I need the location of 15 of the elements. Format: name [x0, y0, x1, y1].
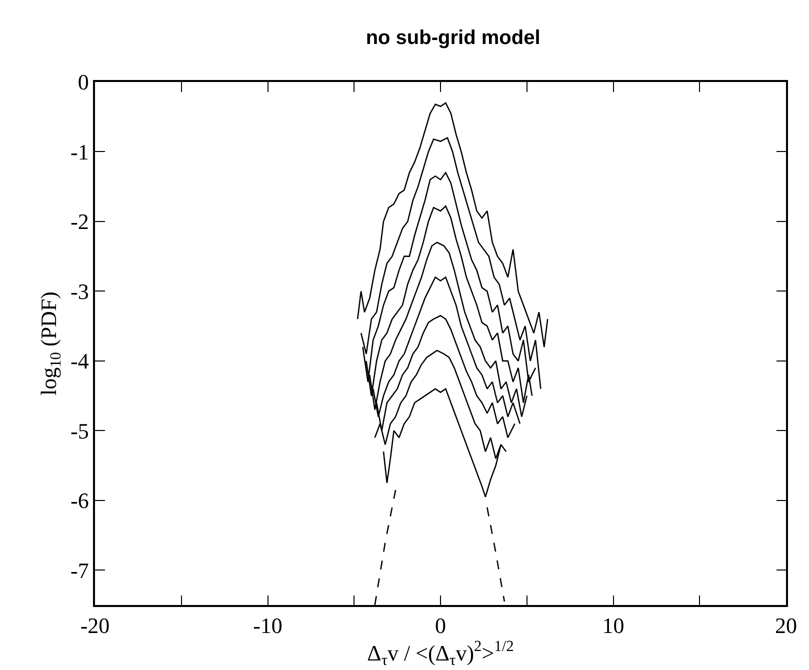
x-tick-label: -10	[253, 613, 282, 638]
y-tick-label: -5	[70, 418, 89, 444]
y-tick-label: -1	[70, 139, 89, 164]
y-tick-label: -2	[70, 209, 89, 234]
x-tick-label: -20	[80, 613, 110, 638]
x-axis-title: Δ$_{τ}$v / <(Δ$_{τ}$v)$^{2}$>$^{1/2}$	[367, 638, 514, 670]
y-tick-label: -3	[70, 278, 89, 304]
chart-title: no sub-grid model	[366, 27, 540, 50]
y-tick-label: -4	[70, 348, 89, 374]
y-tick-label: -6	[70, 488, 89, 514]
y-tick-label: -7	[70, 558, 89, 583]
y-tick-label: 0	[78, 70, 89, 95]
x-tick-label: 0	[435, 613, 446, 638]
x-tick-label: 20	[775, 613, 797, 638]
x-tick-label: 10	[602, 613, 624, 638]
